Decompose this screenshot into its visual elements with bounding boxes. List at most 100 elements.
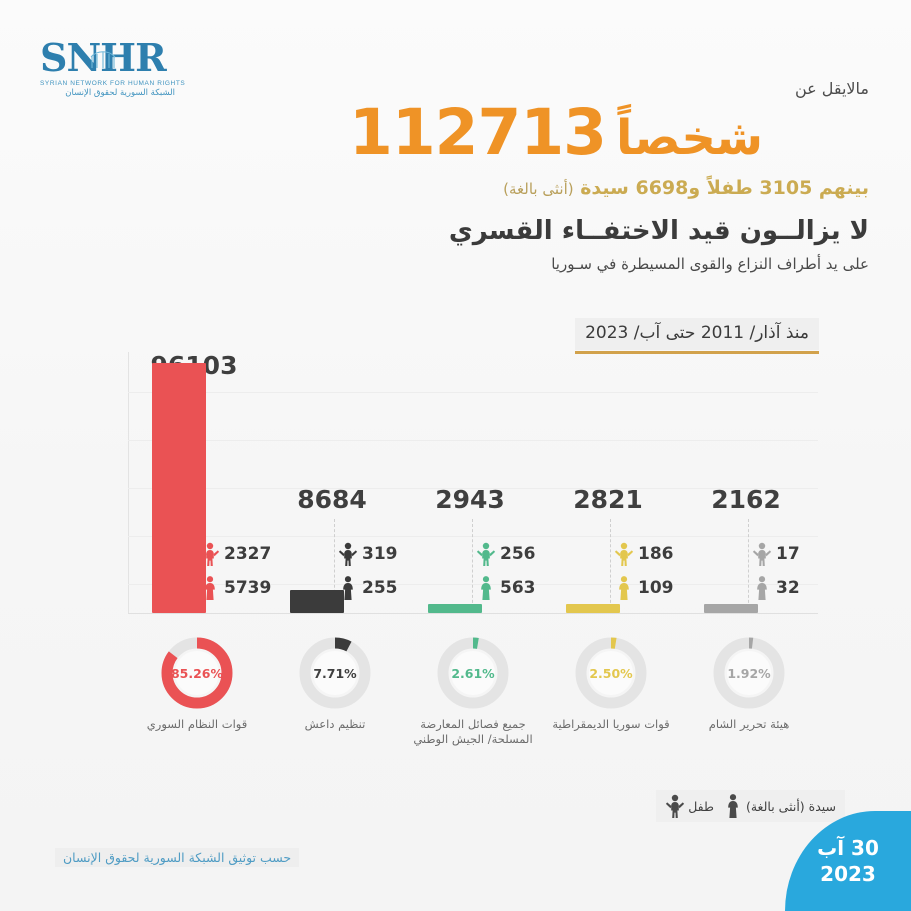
page-title: لا يزالــون قيد الاختفــاء القسري bbox=[448, 216, 869, 246]
child-icon bbox=[752, 542, 772, 566]
donut-hole: 2.50% bbox=[589, 651, 633, 695]
bar-chart: 9610323275739868431925529432565632821186… bbox=[128, 351, 818, 614]
donut-chart: 85.26% bbox=[160, 636, 234, 710]
donut-percent: 2.61% bbox=[451, 665, 495, 681]
bar-women-count: 563 bbox=[500, 578, 536, 598]
donut-cell: 2.61% جميع فصائل المعارضة المسلحة/ الجيش … bbox=[404, 636, 542, 747]
logo-subtitle-ar: الشبكة السورية لحقوق الإنسان bbox=[65, 88, 175, 98]
woman-icon bbox=[757, 576, 767, 600]
donut-label: جميع فصائل المعارضة المسلحة/ الجيش الوطن… bbox=[413, 717, 533, 746]
donut-svg bbox=[437, 637, 509, 709]
bar-group: 9610323275739 bbox=[128, 351, 271, 613]
headline-kicker: مالايقل عن bbox=[794, 79, 869, 98]
child-icon bbox=[338, 542, 358, 566]
bar bbox=[290, 590, 344, 613]
donut-cell: 7.71% تنظيم داعش bbox=[266, 636, 404, 732]
chart-legend: سيدة (أنثى بالغة) طفل bbox=[656, 790, 845, 822]
bar-children-row: 186 bbox=[614, 537, 724, 571]
donut-label: تنظيم داعش bbox=[304, 717, 366, 731]
donut-label: هيئة تحرير الشام bbox=[708, 717, 790, 731]
grid-line bbox=[128, 488, 818, 489]
donut-cell: 85.26% قوات النظام السوري bbox=[128, 636, 266, 732]
bar bbox=[428, 604, 482, 613]
bar-women-row: 255 bbox=[338, 571, 448, 605]
logo-acronym: SNHR bbox=[40, 38, 167, 78]
period-banner: منذ آذار/ 2011 حتى آب/ 2023 bbox=[575, 318, 819, 354]
legend-label-child: طفل bbox=[688, 798, 714, 814]
donut-svg bbox=[575, 637, 647, 709]
date-year: 2023 bbox=[820, 862, 876, 886]
bar-women-row: 109 bbox=[614, 571, 724, 605]
bar-women-count: 109 bbox=[638, 578, 674, 598]
donut-value-arc bbox=[437, 637, 509, 709]
bar-women-count: 255 bbox=[362, 578, 398, 598]
period-underline bbox=[575, 351, 819, 354]
legend-item-woman: سيدة (أنثى بالغة) bbox=[723, 793, 836, 819]
period-label: منذ آذار/ 2011 حتى آب/ 2023 bbox=[575, 318, 819, 350]
woman-icon bbox=[619, 576, 629, 600]
donut-label: قوات النظام السوري bbox=[146, 717, 248, 731]
donut-svg bbox=[713, 637, 785, 709]
bar-figures: 2327 5739 bbox=[200, 537, 310, 605]
grid-line bbox=[128, 440, 818, 441]
headline-breakdown-text: بينهم 3105 طفلاً و6698 سيدة bbox=[580, 177, 869, 199]
date-day: 30 آب bbox=[817, 836, 879, 860]
donut-value-arc bbox=[299, 637, 371, 709]
donut-hole: 2.61% bbox=[451, 651, 495, 695]
headline-big-number: 112713 bbox=[349, 96, 607, 169]
donut-cell: 1.92% هيئة تحرير الشام bbox=[680, 636, 818, 732]
donut-hole: 1.92% bbox=[727, 651, 771, 695]
donut-percent: 2.50% bbox=[589, 665, 633, 681]
bar-group: 2943 256 563 bbox=[404, 351, 542, 613]
donut-chart: 1.92% bbox=[712, 636, 786, 710]
donut-value-arc bbox=[575, 637, 647, 709]
bar-tick bbox=[472, 519, 473, 613]
donut-value-arc bbox=[161, 637, 233, 709]
bar-total-label: 8684 bbox=[297, 485, 367, 514]
donut-chart: 7.71% bbox=[298, 636, 372, 710]
child-icon bbox=[614, 542, 634, 566]
bar-total-label: 2943 bbox=[435, 485, 505, 514]
grid-line bbox=[128, 584, 818, 585]
woman-icon bbox=[728, 794, 738, 818]
bar-tick bbox=[748, 519, 749, 613]
child-icon bbox=[666, 794, 685, 818]
legend-label-woman: سيدة (أنثى بالغة) bbox=[745, 798, 836, 814]
donut-chart: 2.50% bbox=[574, 636, 648, 710]
donut-label: قوات سوريا الديمقراطية bbox=[552, 717, 670, 731]
bar-children-count: 17 bbox=[776, 544, 800, 564]
bar-women-row: 32 bbox=[752, 571, 862, 605]
bar-figures: 319 255 bbox=[338, 537, 448, 605]
bridge-icon bbox=[90, 51, 116, 68]
bar-women-count: 5739 bbox=[224, 578, 272, 598]
woman-icon bbox=[481, 576, 491, 600]
donut-value-arc bbox=[713, 637, 785, 709]
page-subtitle: على يد أطراف النزاع والقوى المسيطرة في س… bbox=[551, 255, 869, 273]
child-icon bbox=[476, 542, 496, 566]
bar-women-row: 5739 bbox=[200, 571, 310, 605]
headline-big-word: شخصاً bbox=[616, 110, 764, 166]
bar-children-row: 319 bbox=[338, 537, 448, 571]
bar-children-count: 2327 bbox=[224, 544, 272, 564]
bar-women-count: 32 bbox=[776, 578, 800, 598]
percentage-donuts: 85.26% قوات النظام السوري 7.71% تنظيم داعش 2… bbox=[128, 636, 818, 766]
bar-group: 2821 186 109 bbox=[542, 351, 680, 613]
woman-icon bbox=[343, 576, 353, 600]
chart-y-axis bbox=[128, 352, 129, 614]
bar bbox=[704, 604, 758, 613]
headline-block: مالايقل عن 112713 شخصاً بينهم 3105 طفلاً… bbox=[349, 78, 869, 276]
bar-figures: 17 32 bbox=[752, 537, 862, 605]
donut-hole: 7.71% bbox=[313, 651, 357, 695]
snhr-logo: SNHR SYRIAN NETWORK FOR HUMAN RIGHTS الش… bbox=[40, 38, 190, 99]
headline-breakdown-paren: (أنثى بالغة) bbox=[503, 180, 574, 198]
grid-line bbox=[128, 392, 818, 393]
donut-svg bbox=[299, 637, 371, 709]
bar-tick bbox=[334, 519, 335, 613]
bar-figures: 186 109 bbox=[614, 537, 724, 605]
donut-percent: 85.26% bbox=[170, 665, 224, 681]
bar bbox=[152, 363, 206, 613]
bar bbox=[566, 604, 620, 613]
headline-big-row: 112713 شخصاً bbox=[349, 98, 869, 173]
headline-breakdown: بينهم 3105 طفلاً و6698 سيدة (أنثى بالغة) bbox=[349, 175, 869, 202]
